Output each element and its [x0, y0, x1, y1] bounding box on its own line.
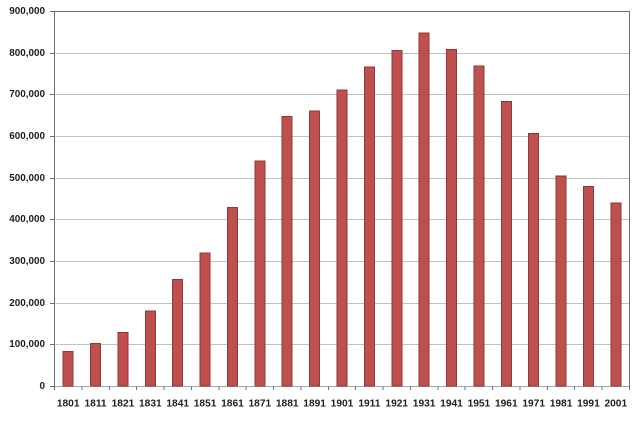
svg-text:1841: 1841 [166, 399, 189, 410]
svg-text:1891: 1891 [303, 399, 326, 410]
svg-text:1851: 1851 [194, 399, 217, 410]
svg-text:700,000: 700,000 [9, 89, 45, 100]
svg-text:1861: 1861 [221, 399, 244, 410]
svg-text:1981: 1981 [550, 399, 573, 410]
svg-text:1801: 1801 [57, 399, 80, 410]
svg-text:1811: 1811 [85, 399, 107, 410]
svg-text:1921: 1921 [385, 399, 408, 410]
svg-text:900,000: 900,000 [9, 6, 45, 17]
svg-text:1901: 1901 [331, 399, 354, 410]
svg-text:1951: 1951 [468, 399, 491, 410]
svg-text:1991: 1991 [577, 399, 600, 410]
svg-text:600,000: 600,000 [9, 131, 45, 142]
svg-text:1931: 1931 [413, 399, 436, 410]
svg-text:800,000: 800,000 [9, 48, 45, 59]
svg-text:1831: 1831 [139, 399, 162, 410]
svg-text:1911: 1911 [358, 399, 380, 410]
svg-text:100,000: 100,000 [9, 339, 45, 350]
svg-text:1971: 1971 [522, 399, 545, 410]
svg-text:1871: 1871 [249, 399, 272, 410]
svg-text:300,000: 300,000 [9, 256, 45, 267]
svg-text:0: 0 [40, 381, 46, 392]
svg-text:1881: 1881 [276, 399, 299, 410]
svg-text:1821: 1821 [112, 399, 135, 410]
svg-text:200,000: 200,000 [9, 298, 45, 309]
svg-text:400,000: 400,000 [9, 214, 45, 225]
svg-text:1961: 1961 [495, 399, 518, 410]
svg-text:500,000: 500,000 [9, 173, 45, 184]
svg-text:2001: 2001 [604, 399, 627, 410]
svg-text:1941: 1941 [440, 399, 463, 410]
